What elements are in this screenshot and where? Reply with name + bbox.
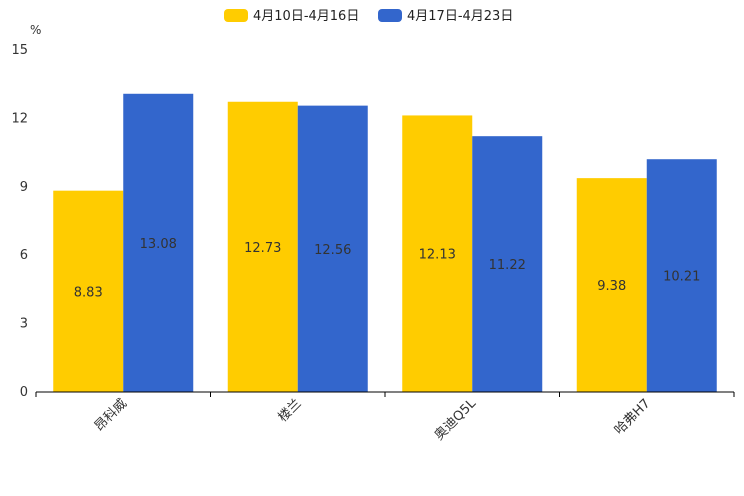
x-tick-label: 楼兰 xyxy=(276,396,305,425)
y-axis-ticks: 0 3 6 9 12 15 xyxy=(11,43,28,400)
bar-1-3 xyxy=(402,115,473,392)
legend: 4月10日-4月16日 4月17日-4月23日 xyxy=(224,9,513,24)
data-label: 12.56 xyxy=(314,243,351,258)
y-tick-label: 9 xyxy=(20,180,28,195)
bar-2-3 xyxy=(472,136,543,392)
y-tick-label: 3 xyxy=(20,317,28,332)
x-tick-label: 奥迪Q5L xyxy=(432,396,480,444)
x-axis: 昂科威 楼兰 奥迪Q5L 哈弗H7 xyxy=(35,391,735,444)
data-label: 8.83 xyxy=(74,285,103,300)
x-tick-label: 昂科威 xyxy=(92,396,130,434)
bar-1-4 xyxy=(576,178,647,392)
y-tick-label: 15 xyxy=(11,43,28,58)
bar-2-1 xyxy=(123,93,194,392)
legend-swatch[interactable] xyxy=(378,9,402,22)
data-label: 12.73 xyxy=(244,241,281,256)
y-axis-unit-label: % xyxy=(30,23,41,37)
data-label: 11.22 xyxy=(489,258,526,273)
x-tick-label: 哈弗H7 xyxy=(612,396,654,438)
legend-label[interactable]: 4月10日-4月16日 xyxy=(253,9,359,24)
y-tick-label: 6 xyxy=(20,248,28,263)
legend-label[interactable]: 4月17日-4月23日 xyxy=(407,9,513,24)
data-label: 12.13 xyxy=(419,248,456,263)
data-label: 9.38 xyxy=(597,279,626,294)
legend-swatch[interactable] xyxy=(224,9,248,22)
bar-1-1 xyxy=(53,190,124,392)
data-label: 10.21 xyxy=(663,270,700,285)
data-label: 13.08 xyxy=(140,237,177,252)
bar-2-4 xyxy=(646,159,717,392)
bar-2-2 xyxy=(297,105,368,392)
bar-1-2 xyxy=(227,101,298,393)
y-tick-label: 12 xyxy=(11,111,28,126)
bars: 8.83 13.08 12.73 12.56 12.13 11.22 9.38 10.21 xyxy=(53,93,717,393)
y-tick-label: 0 xyxy=(20,385,28,400)
